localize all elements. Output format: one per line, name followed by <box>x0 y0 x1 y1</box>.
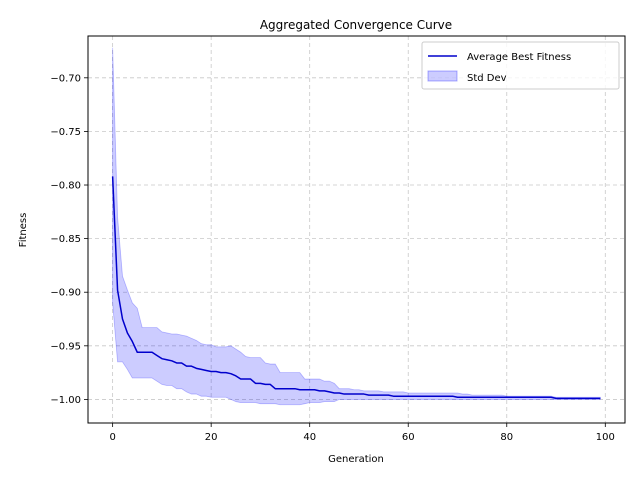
x-tick-label: 100 <box>596 432 615 443</box>
x-tick-label: 20 <box>205 432 218 443</box>
y-tick-label: −0.90 <box>50 288 81 299</box>
y-tick-label: −0.75 <box>50 127 81 138</box>
legend-band-swatch <box>427 70 458 82</box>
legend: Average Best Fitness Std Dev <box>421 41 620 90</box>
legend-label-stddev: Std Dev <box>467 73 507 84</box>
y-tick-label: −0.80 <box>50 181 81 192</box>
std-dev-band <box>112 47 601 406</box>
plot-frame <box>87 35 626 424</box>
y-tick-label: −0.95 <box>50 341 81 352</box>
average-best-fitness-line <box>111 176 601 400</box>
x-tick-label: 80 <box>500 432 513 443</box>
x-tick-label: 0 <box>109 432 115 443</box>
y-tick-label: −1.00 <box>50 395 81 406</box>
y-ticks: −1.00 −0.95 −0.90 −0.85 −0.80 −0.75 −0.70 <box>50 73 88 406</box>
x-tick-label: 40 <box>303 432 316 443</box>
x-axis-label: Generation <box>328 454 384 465</box>
y-tick-label: −0.70 <box>50 73 81 84</box>
y-axis-label: Fitness <box>18 213 29 248</box>
grid <box>88 36 625 423</box>
chart-title: Aggregated Convergence Curve <box>260 18 452 32</box>
average-line-layer <box>111 176 601 400</box>
std-dev-band-layer <box>112 47 601 406</box>
x-ticks: 0 20 40 60 80 100 <box>109 423 615 443</box>
legend-label-average: Average Best Fitness <box>467 52 571 63</box>
x-tick-label: 60 <box>402 432 415 443</box>
legend-box <box>421 41 620 90</box>
y-tick-label: −0.85 <box>50 234 81 245</box>
